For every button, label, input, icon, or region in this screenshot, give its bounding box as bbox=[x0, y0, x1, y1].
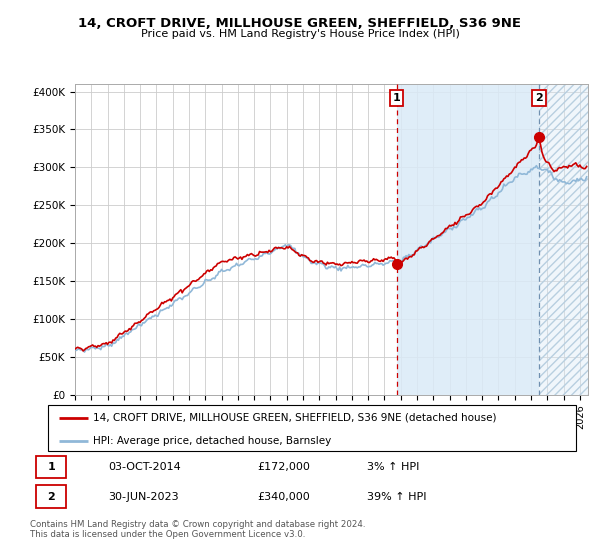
Text: 3% ↑ HPI: 3% ↑ HPI bbox=[367, 462, 419, 472]
Bar bbox=[36, 486, 67, 508]
Text: 1: 1 bbox=[47, 462, 55, 472]
Text: Contains HM Land Registry data © Crown copyright and database right 2024.
This d: Contains HM Land Registry data © Crown c… bbox=[30, 520, 365, 539]
Text: 14, CROFT DRIVE, MILLHOUSE GREEN, SHEFFIELD, S36 9NE: 14, CROFT DRIVE, MILLHOUSE GREEN, SHEFFI… bbox=[79, 17, 521, 30]
Text: 03-OCT-2014: 03-OCT-2014 bbox=[108, 462, 181, 472]
Text: 39% ↑ HPI: 39% ↑ HPI bbox=[367, 492, 427, 502]
Text: 14, CROFT DRIVE, MILLHOUSE GREEN, SHEFFIELD, S36 9NE (detached house): 14, CROFT DRIVE, MILLHOUSE GREEN, SHEFFI… bbox=[93, 413, 496, 423]
Text: 1: 1 bbox=[393, 93, 401, 103]
Bar bbox=[539, 84, 588, 395]
Text: 30-JUN-2023: 30-JUN-2023 bbox=[108, 492, 178, 502]
Text: £172,000: £172,000 bbox=[257, 462, 310, 472]
Text: 2: 2 bbox=[47, 492, 55, 502]
Text: Price paid vs. HM Land Registry's House Price Index (HPI): Price paid vs. HM Land Registry's House … bbox=[140, 29, 460, 39]
Bar bbox=[36, 456, 67, 478]
Bar bbox=[397, 84, 539, 395]
Text: £340,000: £340,000 bbox=[257, 492, 310, 502]
Text: 2: 2 bbox=[535, 93, 543, 103]
Text: HPI: Average price, detached house, Barnsley: HPI: Average price, detached house, Barn… bbox=[93, 436, 331, 446]
Bar bbox=[539, 84, 588, 395]
